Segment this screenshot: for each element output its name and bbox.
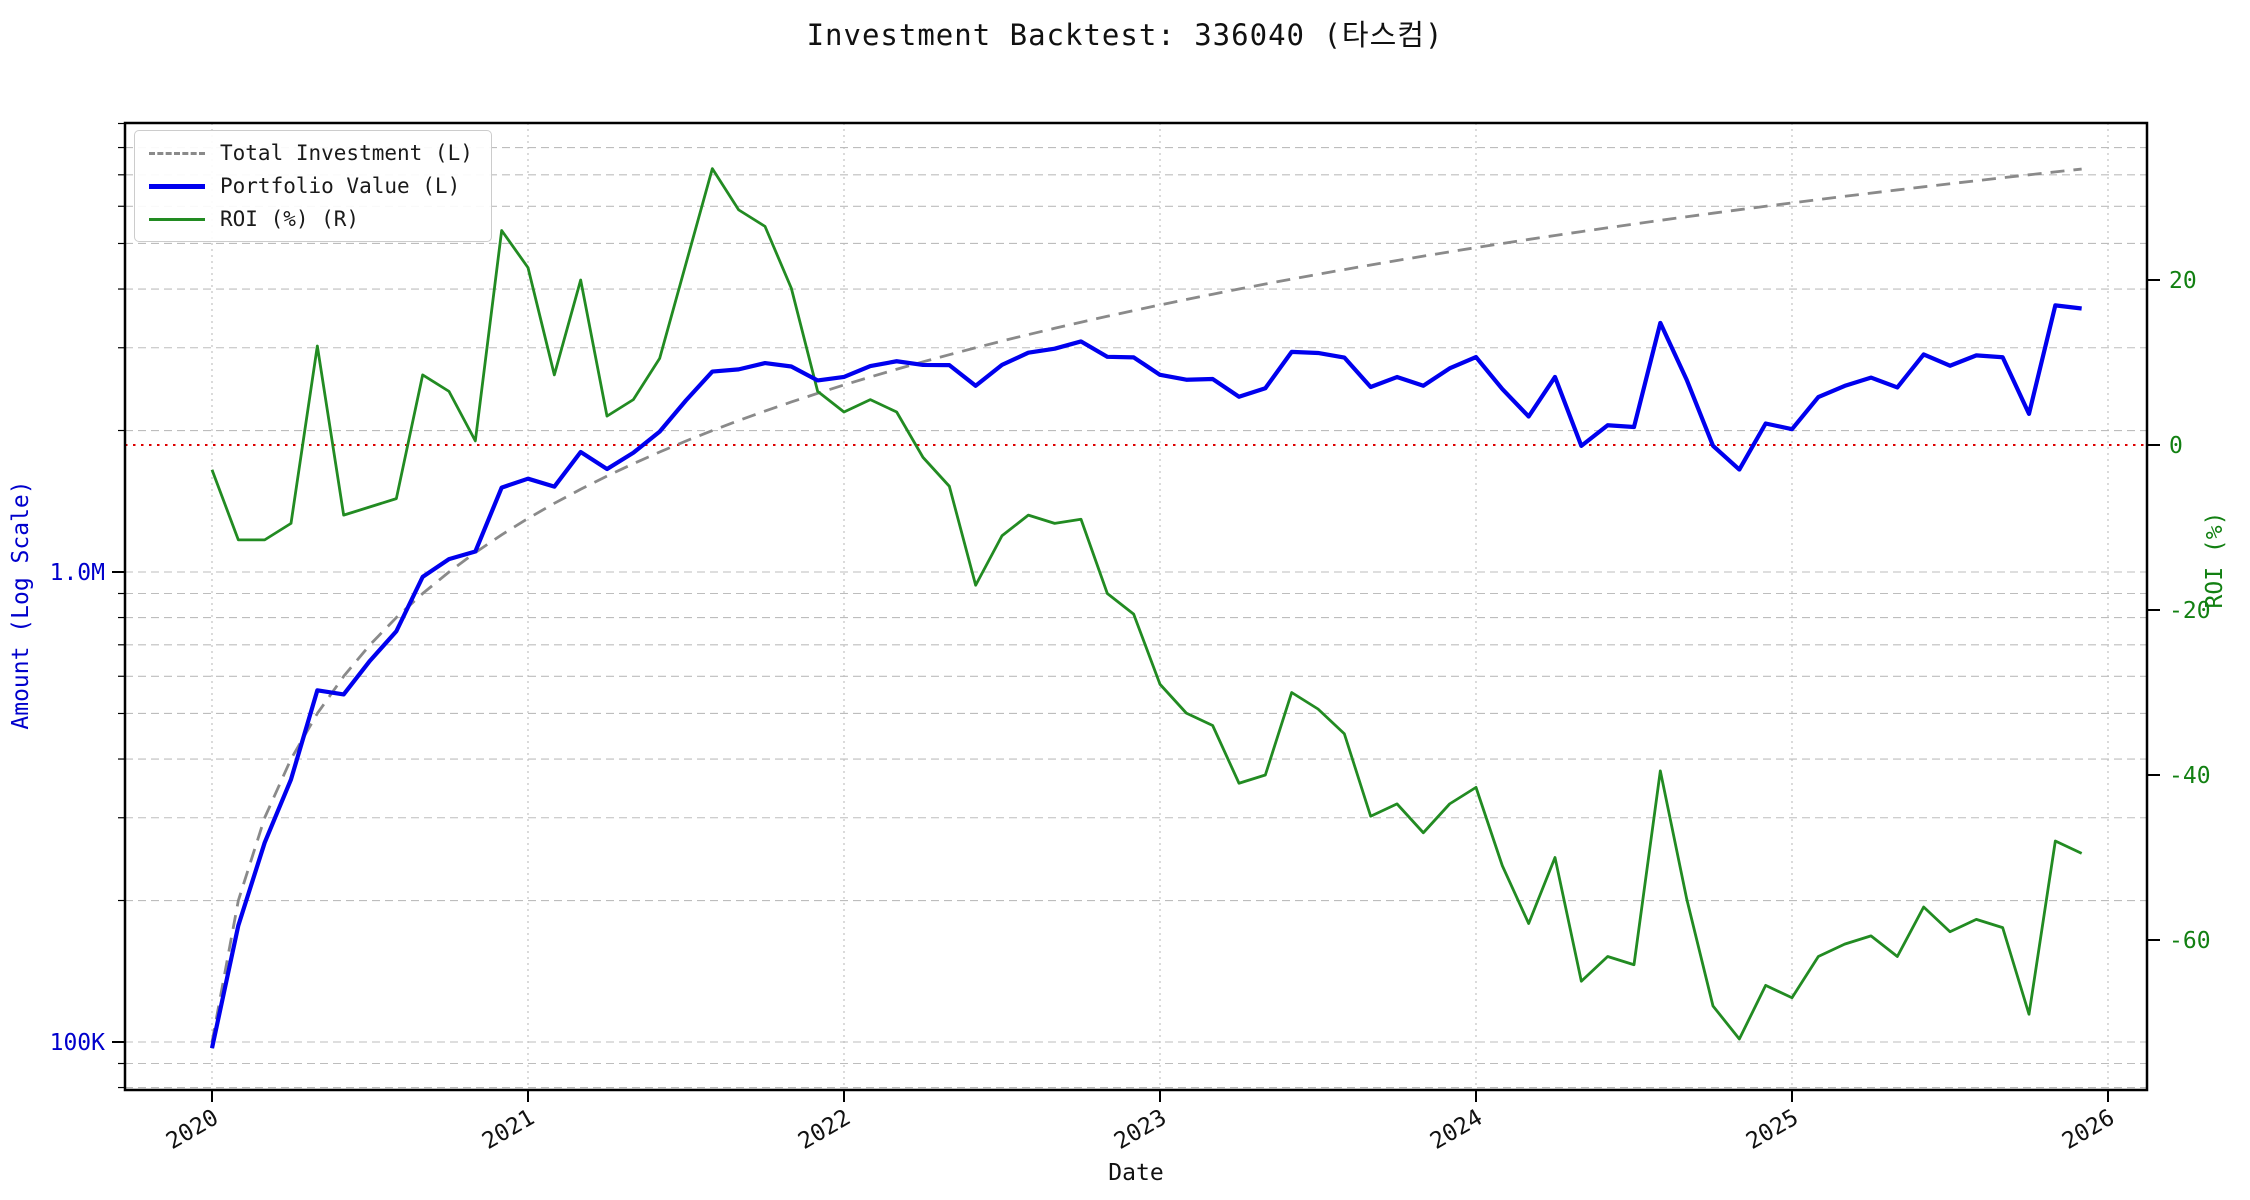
right-axis-title: ROI (%) — [2202, 512, 2228, 609]
legend-box: Total Investment (L) Portfolio Value (L)… — [134, 130, 492, 242]
x-axis-tick-label: 2026 — [2058, 1105, 2119, 1155]
left-axis-title: Amount (Log Scale) — [8, 480, 34, 729]
x-axis-tick-label: 2025 — [1742, 1105, 1803, 1155]
x-axis-tick-label: 2022 — [794, 1105, 855, 1155]
right-axis-tick-label: -20 — [2169, 598, 2211, 624]
plot-border — [123, 121, 2149, 1092]
right-axis-tick-label: -60 — [2169, 928, 2211, 954]
left-axis-tick-label: 100K — [50, 1030, 106, 1056]
x-axis-tick-label: 2023 — [1110, 1105, 1171, 1155]
legend-item-roi: ROI (%) (R) — [149, 207, 473, 231]
legend-item-portfolio-value: Portfolio Value (L) — [149, 174, 473, 198]
roi-line — [210, 167, 2083, 1041]
legend-label: Portfolio Value (L) — [220, 174, 461, 198]
right-axis-tick-label: 20 — [2169, 268, 2197, 294]
portfolio-value-line-swatch — [149, 183, 205, 189]
right-axis-tick-label: -40 — [2169, 763, 2211, 789]
roi-line-swatch — [149, 217, 205, 221]
legend-item-total-investment: Total Investment (L) — [149, 141, 473, 165]
legend-label: ROI (%) (R) — [220, 207, 360, 231]
legend-label: Total Investment (L) — [220, 141, 473, 165]
x-axis-title: Date — [1108, 1160, 1163, 1186]
x-axis-tick-label: 2024 — [1426, 1105, 1487, 1155]
total-investment-line — [210, 167, 2082, 1043]
left-axis-tick-label: 1.0M — [50, 560, 105, 586]
chart-title: Investment Backtest: 336040 (타스컴) — [806, 18, 1444, 52]
right-axis-tick-label: 0 — [2169, 433, 2183, 459]
total-investment-line-swatch — [149, 151, 205, 155]
portfolio-value-line — [209, 303, 2082, 1049]
x-axis-tick-label: 2020 — [162, 1105, 223, 1155]
x-axis-tick-label: 2021 — [478, 1105, 539, 1155]
